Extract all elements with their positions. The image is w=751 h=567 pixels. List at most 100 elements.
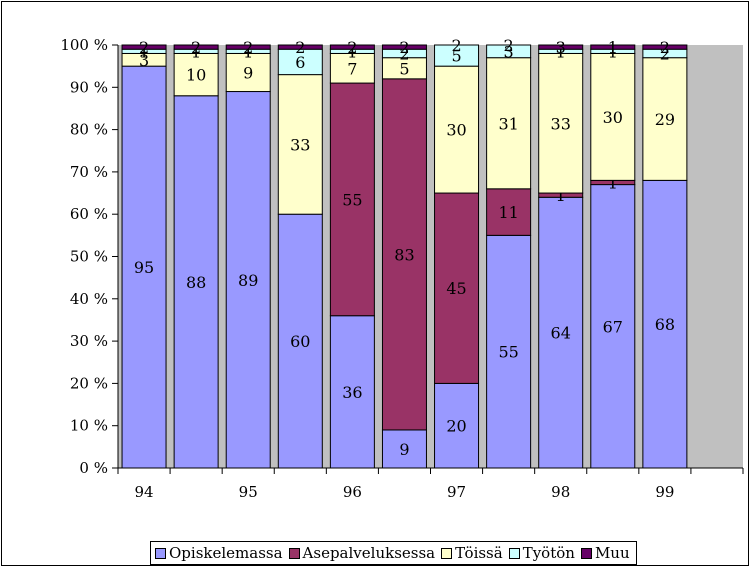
data-label: 30	[446, 121, 466, 140]
x-tick-label: 95	[239, 483, 258, 501]
y-tick-label: 100 %	[60, 36, 108, 54]
bar-segment-muu	[538, 44, 584, 50]
legend-label: Muu	[594, 544, 630, 562]
data-label: 45	[446, 279, 466, 298]
bar-segment-töissä	[642, 57, 688, 181]
data-label: 1	[243, 42, 253, 61]
data-label: 1	[191, 42, 201, 61]
legend-item-muu: Muu	[580, 544, 630, 562]
bar-segment-töissä	[277, 74, 323, 215]
data-label: 2	[660, 38, 670, 57]
y-tick-label: 20 %	[70, 374, 108, 392]
data-label: 9	[399, 440, 409, 459]
bar-segment-opiskelemassa	[486, 234, 532, 469]
data-label: 64	[551, 324, 571, 343]
data-label: 2	[504, 36, 514, 55]
bar-segment-muu	[121, 44, 167, 50]
data-label: 10	[186, 66, 206, 85]
legend-swatch	[155, 547, 166, 559]
data-label: 9	[243, 63, 253, 82]
y-tick-label: 70 %	[70, 163, 108, 181]
bar-segment-töissä	[434, 65, 480, 194]
data-label: 1	[556, 186, 566, 205]
bar-segment-työtön	[486, 44, 532, 59]
data-label: 30	[603, 108, 623, 127]
data-label: 2	[191, 38, 201, 57]
legend-label: Työtön	[522, 544, 575, 562]
legend-swatch	[508, 547, 520, 559]
data-label: 89	[238, 271, 258, 290]
y-tick-label: 50 %	[70, 248, 108, 266]
data-label: 1	[608, 173, 618, 192]
bar-segment-töissä	[486, 57, 532, 190]
legend-label: Asepalveluksessa	[302, 544, 436, 562]
data-label: 1	[556, 42, 566, 61]
bar-segment-asepalveluksessa	[329, 82, 375, 317]
data-label: 1	[608, 38, 618, 57]
y-tick-label: 0 %	[79, 459, 108, 477]
x-tick-label: 94	[134, 483, 153, 501]
y-tick-label: 60 %	[70, 205, 108, 223]
bar-segment-töissä	[329, 52, 375, 84]
legend-item-asepalveluksessa: Asepalveluksessa	[288, 544, 436, 562]
data-label: 2	[660, 44, 670, 63]
data-label: 95	[134, 258, 154, 277]
data-label: 6	[295, 53, 305, 72]
data-label: 2	[139, 38, 149, 57]
data-label: 67	[603, 317, 623, 336]
data-label: 3	[504, 42, 514, 61]
data-label: 2	[451, 36, 461, 55]
bar-segment-opiskelemassa	[225, 91, 271, 469]
bar-segment-opiskelemassa	[381, 429, 427, 469]
bar-segment-opiskelemassa	[642, 179, 688, 469]
legend-item-töissä: Töissä	[441, 544, 503, 562]
bar-segment-muu	[173, 44, 219, 50]
bar-segment-opiskelemassa	[173, 95, 219, 469]
bar-segment-muu	[642, 44, 688, 50]
x-tick-label: 99	[655, 483, 674, 501]
data-label: 1	[139, 42, 149, 61]
data-label: 2	[243, 38, 253, 57]
bar-segment-töissä	[538, 52, 584, 194]
y-tick-label: 40 %	[70, 290, 108, 308]
data-label: 2	[347, 38, 357, 57]
x-tick-label: 96	[343, 483, 362, 501]
bar-segment-asepalveluksessa	[486, 188, 532, 236]
legend-label: Opiskelemassa	[169, 544, 283, 562]
bar-segment-opiskelemassa	[121, 65, 167, 469]
data-label: 2	[399, 44, 409, 63]
data-label: 1	[608, 42, 618, 61]
y-tick-label: 80 %	[70, 121, 108, 139]
data-label: 29	[655, 110, 675, 129]
bar-segment-muu	[381, 44, 427, 50]
bar-segment-opiskelemassa	[434, 382, 480, 469]
data-label: 5	[399, 59, 409, 78]
bar-segment-muu	[277, 44, 323, 50]
bar-segment-asepalveluksessa	[381, 78, 427, 431]
data-label: 1	[347, 42, 357, 61]
legend-swatch	[580, 547, 592, 559]
bar-segment-asepalveluksessa	[434, 192, 480, 384]
legend-item-opiskelemassa: Opiskelemassa	[155, 544, 283, 562]
legend-swatch	[441, 547, 453, 559]
data-label: 83	[394, 245, 414, 264]
legend-label: Töissä	[455, 544, 503, 562]
data-label: 20	[446, 417, 466, 436]
data-label: 3	[139, 51, 149, 70]
y-tick-label: 90 %	[70, 78, 108, 96]
bar-segment-työtön	[434, 44, 480, 67]
legend-item-työtön: Työtön	[508, 544, 575, 562]
bar-segment-opiskelemassa	[277, 213, 323, 469]
data-label: 60	[290, 332, 310, 351]
bar-segment-muu	[329, 44, 375, 50]
data-label: 55	[498, 343, 518, 362]
bar-segment-muu	[590, 44, 636, 50]
data-label: 7	[347, 59, 357, 78]
plot-area	[118, 45, 743, 468]
y-tick-label: 30 %	[70, 332, 108, 350]
bar-segment-töissä	[590, 52, 636, 181]
data-label: 68	[655, 315, 675, 334]
data-label: 2	[399, 38, 409, 57]
